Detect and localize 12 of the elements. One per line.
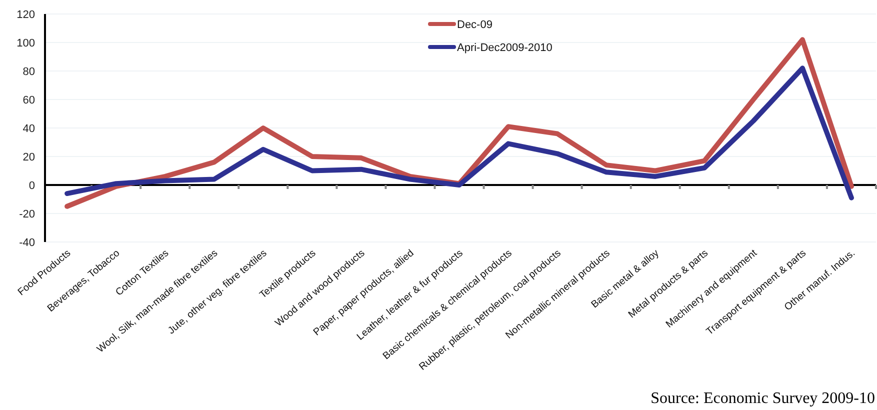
legend-label: Apri-Dec2009-2010 — [457, 42, 552, 54]
y-tick-label: 20 — [22, 152, 35, 164]
y-tick-label: -40 — [19, 237, 35, 249]
y-tick-label: 100 — [16, 38, 35, 50]
y-tick-label: 40 — [22, 123, 35, 135]
y-tick-label: 60 — [22, 94, 35, 106]
legend-label: Dec-09 — [457, 19, 492, 31]
source-note: Source: Economic Survey 2009-10 — [650, 390, 875, 407]
y-tick-label: 120 — [16, 9, 35, 21]
y-tick-label: -20 — [19, 208, 35, 220]
y-tick-label: 80 — [22, 66, 35, 78]
y-tick-label: 0 — [28, 180, 35, 192]
